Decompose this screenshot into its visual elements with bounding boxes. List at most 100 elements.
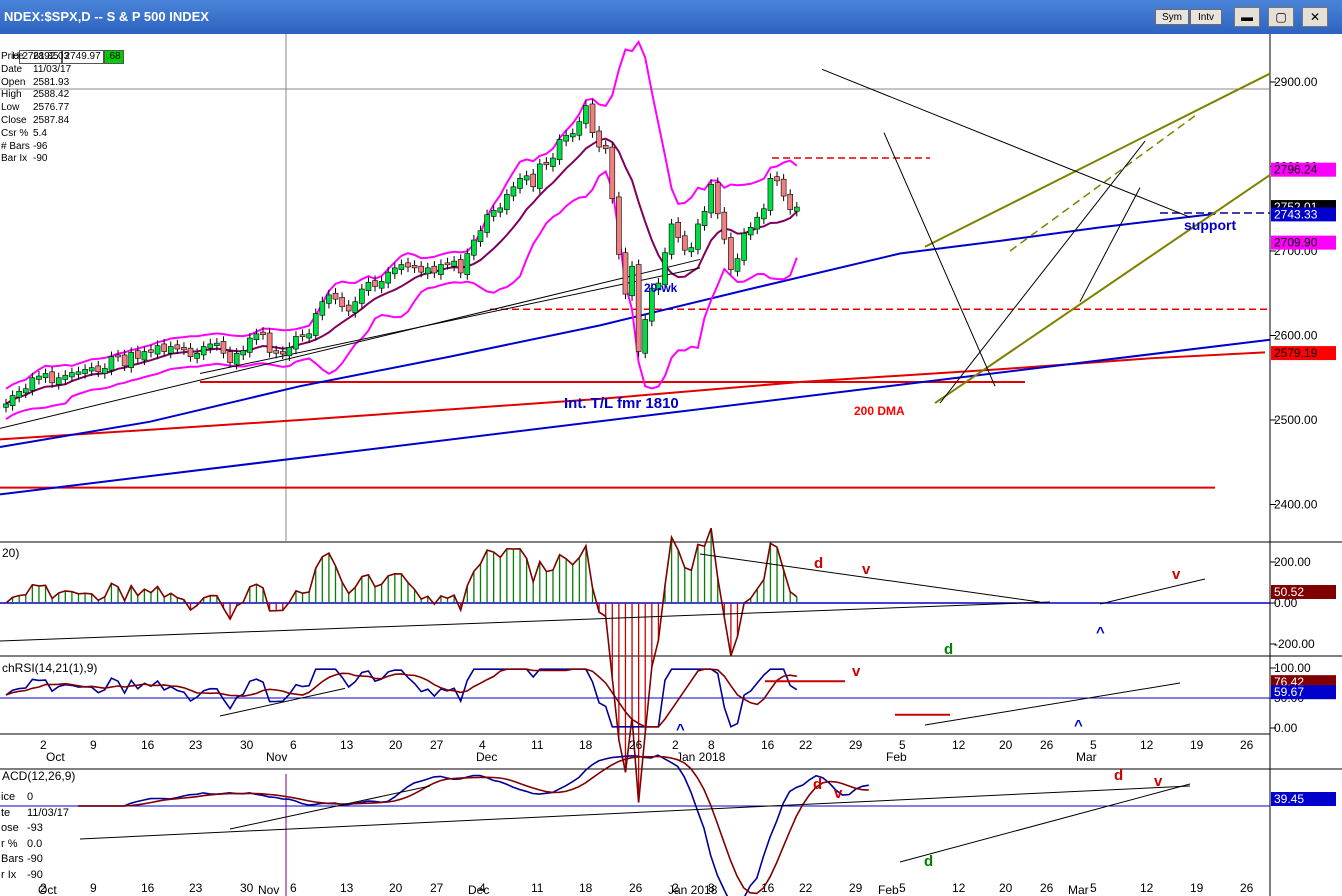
info-key: ose	[1, 822, 19, 834]
candle-body	[583, 105, 589, 124]
candle-body	[609, 146, 616, 199]
info-row: # Bars -96	[1, 141, 71, 154]
candle-body	[207, 343, 214, 349]
info-value: -93	[27, 822, 43, 834]
price-tag-box	[1271, 235, 1336, 250]
y-tick-label: 0.00	[1274, 721, 1298, 735]
dma-200-line	[0, 351, 1266, 441]
info-key: Price	[1, 51, 24, 62]
candle-body	[69, 372, 75, 378]
info-row: te 11/03/17	[1, 806, 69, 822]
trendline	[199, 267, 701, 375]
x-day-label: 29	[849, 738, 863, 752]
candle-body	[161, 343, 167, 352]
panel-label: ACD(12,26,9)	[2, 769, 75, 783]
y-tick-label: -200.00	[1274, 637, 1315, 651]
rsi-annotation: ^	[676, 721, 685, 738]
candle-body	[385, 271, 392, 284]
momentum-line	[5, 527, 798, 803]
candle-body	[108, 356, 115, 371]
candle-body	[655, 282, 662, 291]
trendline	[699, 553, 1041, 603]
candle-body	[22, 388, 29, 394]
candle-body	[16, 390, 22, 398]
x-day-label-macd: 18	[579, 881, 593, 895]
intv-button[interactable]: Intv	[1190, 9, 1222, 25]
info-value: 0	[27, 791, 34, 803]
candle-body	[141, 351, 148, 361]
candle-body	[154, 345, 161, 355]
momentum-annotation: v	[1172, 566, 1181, 583]
x-day-label: 26	[629, 738, 643, 752]
candle-body	[622, 252, 629, 295]
candle-body	[681, 235, 688, 251]
candle-body	[332, 292, 339, 300]
x-day-label-macd: 19	[1190, 881, 1204, 895]
x-day-label: 27	[430, 738, 444, 752]
info-value: 11/03/17	[27, 806, 70, 819]
y-tick-label: 2600.00	[1274, 329, 1318, 343]
x-day-label-macd: 20	[389, 881, 403, 895]
candle-body	[62, 374, 69, 380]
x-day-label: 20	[389, 738, 403, 752]
candle-body	[741, 232, 747, 261]
x-month-label-macd: Jan 2018	[668, 883, 718, 896]
info-key: Low	[1, 102, 20, 114]
x-day-label: 13	[340, 738, 354, 752]
candle-body	[200, 346, 207, 356]
x-day-label: 23	[189, 738, 203, 752]
macd-annotation: v	[1154, 773, 1163, 790]
info-value: -96	[33, 140, 48, 152]
y-tick-label: 100.00	[1274, 661, 1311, 675]
info-key: Csr %	[1, 127, 29, 139]
annotation-label: 20-wk	[644, 281, 678, 295]
info-key: Open	[1, 76, 26, 88]
x-day-label-macd: 4	[479, 881, 486, 895]
close-icon[interactable]: ✕	[1302, 7, 1328, 27]
momentum-annotation: ^	[1096, 624, 1105, 641]
x-month-label-macd: Nov	[258, 883, 279, 896]
trendline	[229, 785, 431, 830]
x-day-label: 12	[952, 738, 966, 752]
x-day-label-macd: 11	[531, 881, 544, 895]
info-row: r % 0.0	[1, 837, 69, 853]
trendline	[0, 601, 1051, 642]
chart-canvas[interactable]: 2900.002800.002700.002600.002500.002400.…	[0, 34, 1342, 896]
window-title: NDEX:$SPX,D -- S & P 500 INDEX	[4, 9, 209, 24]
price-tag-label: 2709.90	[1274, 236, 1318, 250]
candle-body	[372, 280, 378, 287]
candle-body	[569, 133, 576, 138]
x-day-label: 8	[708, 738, 715, 752]
info-key: Bar Ix	[1, 153, 28, 165]
candle-body	[253, 333, 260, 341]
candle-body	[293, 336, 299, 350]
price-tag-box	[1271, 162, 1336, 177]
x-day-label: 4	[479, 738, 486, 752]
x-day-label-macd: 26	[629, 881, 643, 895]
trendline	[219, 687, 346, 717]
candle-body	[220, 341, 227, 354]
x-day-label: 2	[672, 738, 679, 752]
candle-body	[662, 252, 668, 286]
annotation-label: Int. T/L fmr 1810	[564, 395, 679, 412]
x-month-label: Dec	[476, 750, 497, 764]
candle-body	[247, 337, 253, 353]
x-month-label: Mar	[1076, 750, 1097, 764]
candle-body	[431, 265, 438, 274]
macd-annotation: d	[924, 853, 933, 870]
candle-body	[589, 103, 596, 134]
minimize-icon[interactable]: ▬	[1234, 7, 1260, 27]
candle-body	[576, 121, 583, 136]
candle-body	[563, 134, 569, 142]
candle-body	[29, 377, 36, 391]
quote-value-2: 2749.97	[61, 50, 104, 64]
sym-button[interactable]: Sym	[1155, 9, 1189, 25]
candle-body	[596, 130, 602, 148]
title-bar[interactable]: NDEX:$SPX,D -- S & P 500 INDEX Sym Intv …	[0, 0, 1342, 34]
candle-body	[543, 161, 550, 166]
candle-body	[793, 206, 800, 212]
candle-body	[708, 183, 714, 214]
maximize-icon[interactable]: ▢	[1268, 7, 1294, 27]
candle-body	[378, 281, 385, 289]
